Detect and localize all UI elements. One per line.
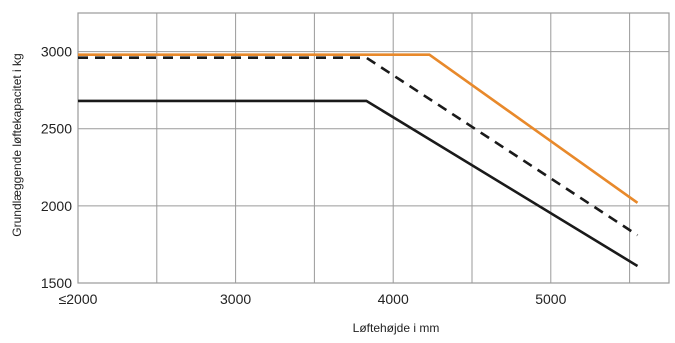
x-axis-title: Løftehøjde i mm bbox=[353, 321, 440, 335]
series-line-1 bbox=[78, 53, 639, 204]
y-tick-label: 3000 bbox=[41, 44, 72, 60]
y-tick-label: 2000 bbox=[41, 198, 72, 214]
x-tick-label: ≤2000 bbox=[59, 291, 98, 307]
tick-labels: ≤2000 3000 4000 5000 1500 2000 2500 3000 bbox=[41, 44, 567, 307]
series-lines bbox=[78, 53, 639, 268]
x-tick-label: 4000 bbox=[378, 291, 409, 307]
y-axis-title: Grundlæggende løftekapacitet i kg bbox=[10, 53, 24, 236]
y-tick-label: 2500 bbox=[41, 121, 72, 137]
series-line-2 bbox=[78, 56, 639, 237]
x-tick-label: 5000 bbox=[535, 291, 566, 307]
grid-lines bbox=[77, 12, 670, 284]
y-tick-label: 1500 bbox=[41, 275, 72, 291]
series-line-3 bbox=[78, 99, 639, 268]
x-tick-label: 3000 bbox=[220, 291, 251, 307]
